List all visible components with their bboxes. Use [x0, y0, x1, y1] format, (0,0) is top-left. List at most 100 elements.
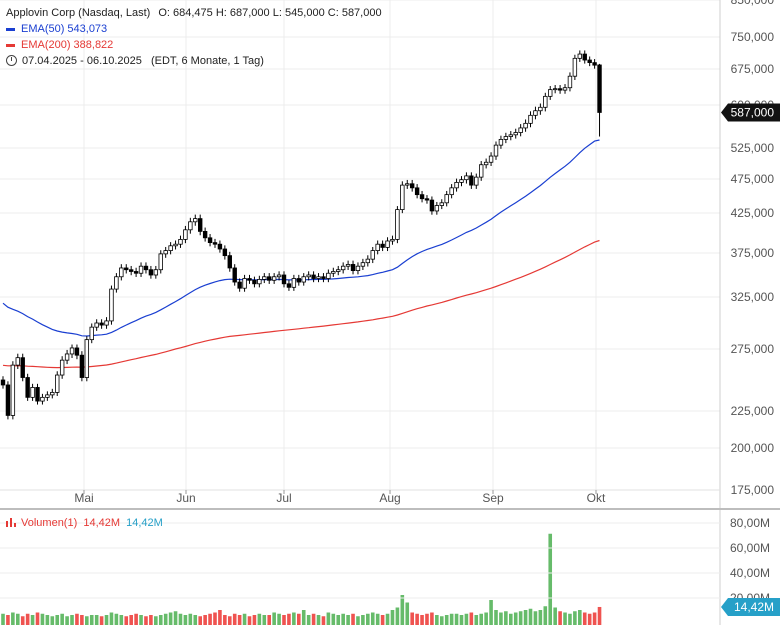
volume-bar: [479, 613, 484, 625]
x-tick-label: Okt: [587, 491, 606, 505]
candle-body: [227, 255, 232, 269]
candle-body: [212, 242, 218, 245]
volume-bar: [25, 613, 30, 625]
volume-bar: [351, 613, 355, 625]
volume-legend[interactable]: Volumen(1) 14,42M 14,42M: [6, 517, 163, 529]
ema200-series: [2, 239, 600, 369]
volume-bar: [484, 612, 488, 625]
candle-body: [45, 394, 50, 398]
volume-bar: [474, 615, 479, 625]
candle-body: [222, 248, 228, 257]
candle-body: [400, 184, 405, 210]
candle-body: [114, 276, 119, 290]
volume-bars: [1, 533, 602, 625]
candle-body: [439, 202, 444, 206]
y-tick-label: 675,000: [731, 62, 775, 76]
volume-bar: [109, 612, 114, 625]
candle-body: [350, 264, 356, 272]
candle-body: [30, 387, 35, 398]
candle-body: [188, 221, 193, 231]
candle-body: [409, 183, 415, 189]
ema50-line: [2, 139, 600, 337]
candle-body: [444, 194, 449, 204]
candle-body: [237, 281, 242, 289]
value-tags: 587,000 14,42M: [721, 103, 780, 616]
legend-ema200[interactable]: EMA(200) 388,822: [6, 38, 113, 52]
volume-bar: [99, 616, 104, 625]
volume-bar: [114, 613, 119, 625]
candle-body: [365, 258, 371, 264]
candle-body: [207, 237, 213, 244]
volume-bar: [15, 613, 20, 625]
y-tick-label: 375,000: [731, 246, 775, 260]
volume-bar: [40, 613, 45, 625]
volume-bar: [385, 613, 390, 625]
candle-body: [370, 250, 375, 260]
volume-bar: [168, 612, 173, 625]
candle-body: [597, 64, 602, 113]
candle-body: [281, 274, 287, 285]
candle-body: [153, 269, 159, 276]
volume-bar: [518, 611, 523, 625]
candle-body: [232, 267, 237, 283]
candle-body: [508, 134, 513, 137]
volume-bar: [592, 612, 597, 625]
candle-body: [183, 229, 188, 240]
candle-body: [360, 262, 366, 267]
volume-bar: [563, 612, 567, 625]
candle-body: [528, 114, 533, 124]
candle-body: [419, 194, 425, 200]
candle-body: [69, 347, 75, 355]
candle-body: [434, 205, 440, 212]
candle-body: [267, 276, 272, 281]
candle-body: [340, 265, 346, 271]
volume-bar: [213, 612, 217, 625]
candle-body: [5, 384, 11, 416]
volume-bar: [469, 612, 474, 625]
candle-body: [271, 276, 277, 281]
volume-tick-label: 40,00M: [730, 566, 770, 580]
volume-bar: [20, 616, 25, 625]
price-tag-label: 587,000: [731, 105, 775, 119]
candle-body: [138, 265, 144, 274]
ema50-label: EMA(50): [21, 23, 65, 35]
candle-body: [592, 62, 597, 66]
candle-body: [143, 265, 149, 271]
candle-body: [405, 183, 410, 186]
legend-ema50[interactable]: EMA(50) 543,073: [6, 22, 107, 36]
candle-body: [459, 179, 464, 183]
volume-bar: [361, 615, 365, 625]
candle-body: [577, 53, 583, 59]
candle-body: [252, 279, 257, 285]
volume-bar: [301, 610, 306, 625]
volume-bar: [341, 613, 345, 625]
volume-bar: [311, 613, 316, 625]
candle-body: [119, 267, 124, 278]
candle-body: [552, 88, 558, 91]
candle-body: [74, 347, 80, 356]
candle-body: [582, 53, 587, 61]
volume-bar: [60, 613, 64, 625]
candle-body: [128, 269, 134, 272]
candle-body: [474, 176, 479, 186]
candle-body: [10, 364, 16, 416]
volume-bars-icon: [6, 518, 16, 527]
volume-bar: [129, 615, 133, 625]
candle-body: [247, 278, 252, 281]
candle-body: [133, 271, 139, 274]
volume-bar: [50, 616, 55, 625]
y-tick-label: 750,000: [731, 30, 775, 44]
candle-body: [587, 59, 592, 64]
volume-tick-label: 60,00M: [730, 541, 770, 555]
volume-bar: [405, 602, 410, 625]
candle-body: [316, 276, 321, 279]
candle-body: [429, 199, 435, 212]
volume-tick-label: 80,00M: [730, 516, 770, 530]
volume-bar: [119, 615, 124, 625]
ema200-label: EMA(200): [21, 39, 71, 51]
candle-body: [375, 243, 380, 251]
candle-body: [296, 278, 301, 283]
candle-body: [197, 218, 203, 232]
candle-body: [64, 353, 70, 361]
